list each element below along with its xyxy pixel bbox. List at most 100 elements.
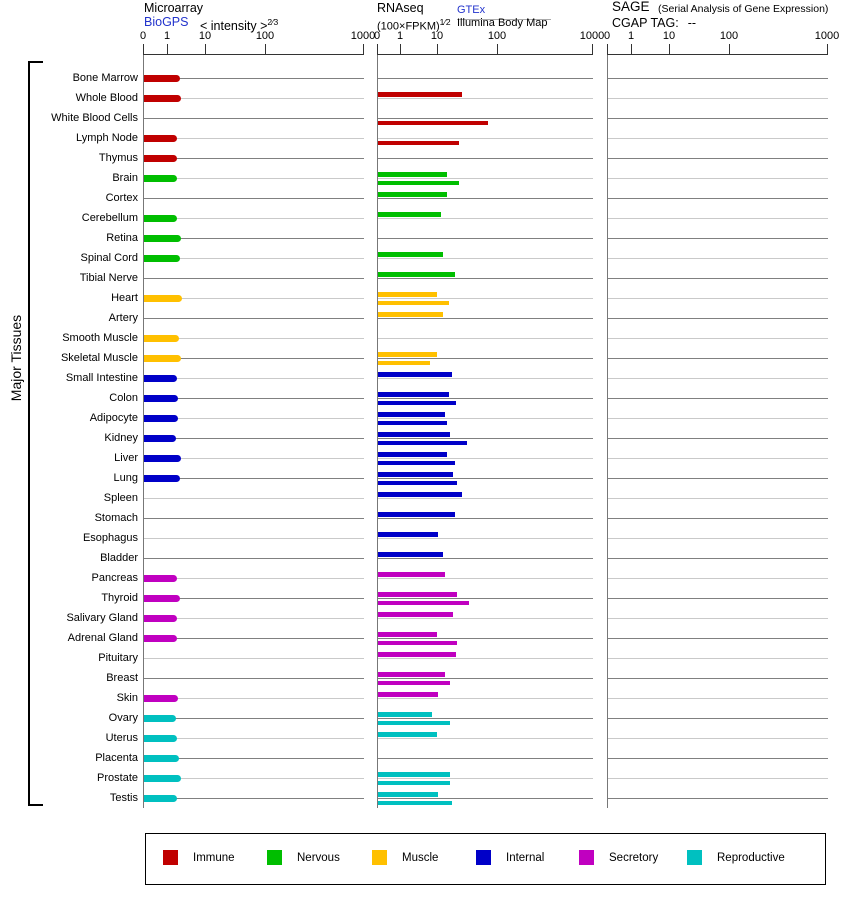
tissue-label-bone-marrow: Bone Marrow [72,72,138,84]
microarray-row-line [144,438,364,439]
tissue-label-esophagus: Esophagus [82,532,138,544]
tissue-label-skeletal-muscle: Skeletal Muscle [60,352,138,364]
sage-row-line [608,778,828,779]
bar-rnaseq-gtex [378,532,438,537]
sage-row-line [608,458,828,459]
legend-box: Immune Nervous Muscle Internal Secretory Repr… [145,833,826,885]
microarray-axis-tick-label: 100 [255,30,275,42]
sage-row-line [608,478,828,479]
rnaseq-row-line [378,98,593,99]
rnaseq-axis-tick-label: 1 [396,30,404,42]
sage-row-line [608,758,828,759]
rnaseq-row-line [378,278,593,279]
tissue-label-whole-blood: Whole Blood [75,92,138,104]
sage-row-line [608,658,828,659]
microarray-row-line [144,538,364,539]
sage-row-line [608,178,828,179]
rnaseq-row-line [378,218,593,219]
microarray-row-line [144,418,364,419]
tissue-label-cerebellum: Cerebellum [81,212,138,224]
cgap-tag-label: CGAP TAG: [612,16,679,30]
bar-microarray [144,395,178,402]
bar-rnaseq-gtex [378,792,438,797]
bar-rnaseq-gtex [378,192,447,197]
rnaseq-row-line [378,758,593,759]
tissue-label-salivary-gland: Salivary Gland [66,612,138,624]
rnaseq-axis-tick [437,44,438,54]
rnaseq-row-line [378,418,593,419]
microarray-row-line [144,198,364,199]
legend-label-nervous: Nervous [297,852,340,864]
bar-rnaseq-gtex [378,312,443,317]
major-tissues-label: Major Tissues [8,314,24,402]
bar-rnaseq-gtex [378,492,462,497]
microarray-row-line [144,758,364,759]
rnaseq-axis-tick-label: 100 [487,30,507,42]
microarray-axis-tick-label: 10 [198,30,212,42]
microarray-row-line [144,458,364,459]
sage-row-line [608,598,828,599]
rnaseq-title: RNAseq [377,1,424,15]
tissue-label-pituitary: Pituitary [98,652,138,664]
sage-row-line [608,798,828,799]
legend-label-immune: Immune [193,852,235,864]
microarray-axis-tick [143,44,144,54]
rnaseq-row-line [378,178,593,179]
tissue-label-adipocyte: Adipocyte [89,412,138,424]
bar-microarray [144,595,180,602]
bar-rnaseq-gtex [378,672,445,677]
sage-axis-line [607,54,828,55]
sage-row-line [608,738,828,739]
microarray-row-line [144,598,364,599]
tissue-label-ovary: Ovary [108,712,138,724]
illumina-body-map-label: Illumina Body Map [457,17,548,29]
bar-rnaseq-illumina [378,600,469,605]
microarray-scale-exponent: 2⁄3 [267,17,279,27]
rnaseq-row-line [378,538,593,539]
bar-rnaseq-illumina [378,120,488,125]
sage-title: SAGE [612,0,650,14]
bar-rnaseq-gtex [378,272,455,277]
bar-microarray [144,355,181,362]
sage-row-line [608,578,828,579]
microarray-row-line [144,358,364,359]
tissue-label-liver: Liver [114,452,138,464]
rnaseq-scale-note: (100×FPKM)1⁄2 [377,16,451,34]
bar-microarray [144,735,177,742]
tissue-label-stomach: Stomach [94,512,138,524]
microarray-row-line [144,718,364,719]
biogps-link[interactable]: BioGPS [144,15,189,29]
bar-rnaseq-gtex [378,512,455,517]
tissue-label-brain: Brain [112,172,138,184]
microarray-axis-tick-label: 1000 [350,30,376,42]
bar-rnaseq-gtex [378,572,445,577]
legend-label-muscle: Muscle [402,852,439,864]
bar-microarray [144,615,177,622]
bar-microarray [144,795,177,802]
bar-microarray [144,75,180,82]
tissue-label-placenta: Placenta [95,752,138,764]
tissue-label-skin: Skin [116,692,138,704]
bar-microarray [144,695,178,702]
rnaseq-row-line [378,598,593,599]
tissue-label-small-intestine: Small Intestine [65,372,138,384]
legend-swatch-internal [476,850,491,865]
rnaseq-row-line [378,318,593,319]
sage-axis-tick-label: 100 [719,30,739,42]
bar-microarray [144,755,179,762]
tissue-label-heart: Heart [111,292,138,304]
microarray-axis-tick [167,44,168,54]
sage-row-line [608,358,828,359]
microarray-axis-line [143,54,364,55]
sage-row-line [608,618,828,619]
gtex-link[interactable]: GTEx [457,4,486,16]
bar-rnaseq-gtex [378,692,438,697]
microarray-scale-note: < intensity >2⁄3 [200,15,278,33]
bar-microarray [144,335,179,342]
rnaseq-row-line [378,438,593,439]
rnaseq-row-line [378,298,593,299]
microarray-row-line [144,678,364,679]
tissue-label-thyroid: Thyroid [101,592,138,604]
tissue-label-prostate: Prostate [97,772,138,784]
